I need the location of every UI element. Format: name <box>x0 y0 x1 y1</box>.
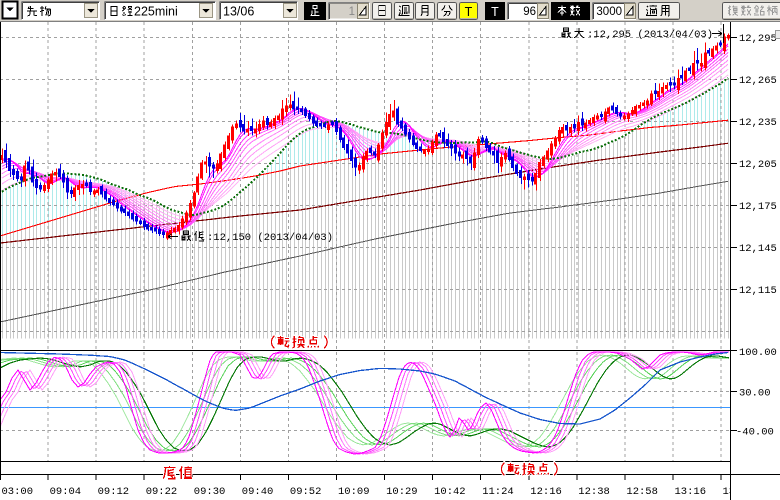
svg-text:12:38: 12:38 <box>578 486 610 498</box>
svg-text:12,145: 12,145 <box>739 243 777 255</box>
svg-text:11:24: 11:24 <box>482 486 514 498</box>
svg-text:12:58: 12:58 <box>626 486 658 498</box>
svg-text:09:04: 09:04 <box>50 486 82 498</box>
svg-text:T: T <box>491 5 499 19</box>
svg-text:-40.00: -40.00 <box>736 427 774 439</box>
svg-text:09:12: 09:12 <box>98 486 130 498</box>
svg-text:09:22: 09:22 <box>146 486 178 498</box>
svg-text:T: T <box>465 5 473 19</box>
svg-text:12,175: 12,175 <box>739 201 777 213</box>
svg-text:10:09: 10:09 <box>338 486 370 498</box>
svg-text:100.00: 100.00 <box>739 347 777 359</box>
svg-text:09:40: 09:40 <box>242 486 274 498</box>
svg-text:10:29: 10:29 <box>386 486 418 498</box>
svg-text:13:36: 13:36 <box>723 486 755 498</box>
svg-text:12:16: 12:16 <box>530 486 562 498</box>
svg-text:1: 1 <box>349 6 355 18</box>
svg-text:30.00: 30.00 <box>739 388 771 400</box>
svg-text:03:00: 03:00 <box>2 486 34 498</box>
svg-text:09:52: 09:52 <box>290 486 322 498</box>
svg-text:12,205: 12,205 <box>739 159 777 171</box>
svg-text::12,150 (2013/04/03): :12,150 (2013/04/03) <box>207 232 333 244</box>
svg-text:3000: 3000 <box>596 6 622 18</box>
svg-text:12,115: 12,115 <box>739 285 777 297</box>
svg-text:12,295: 12,295 <box>739 33 777 45</box>
svg-text:12,265: 12,265 <box>739 75 777 87</box>
svg-text:10:42: 10:42 <box>434 486 466 498</box>
svg-text::12,295 (2013/04/03): :12,295 (2013/04/03) <box>587 29 713 41</box>
svg-text:09:30: 09:30 <box>194 486 226 498</box>
svg-text:225mini: 225mini <box>134 5 178 19</box>
svg-text:13/06: 13/06 <box>223 5 254 19</box>
svg-text:96: 96 <box>523 6 536 18</box>
svg-text:13:16: 13:16 <box>675 486 707 498</box>
svg-text:12,235: 12,235 <box>739 117 777 129</box>
